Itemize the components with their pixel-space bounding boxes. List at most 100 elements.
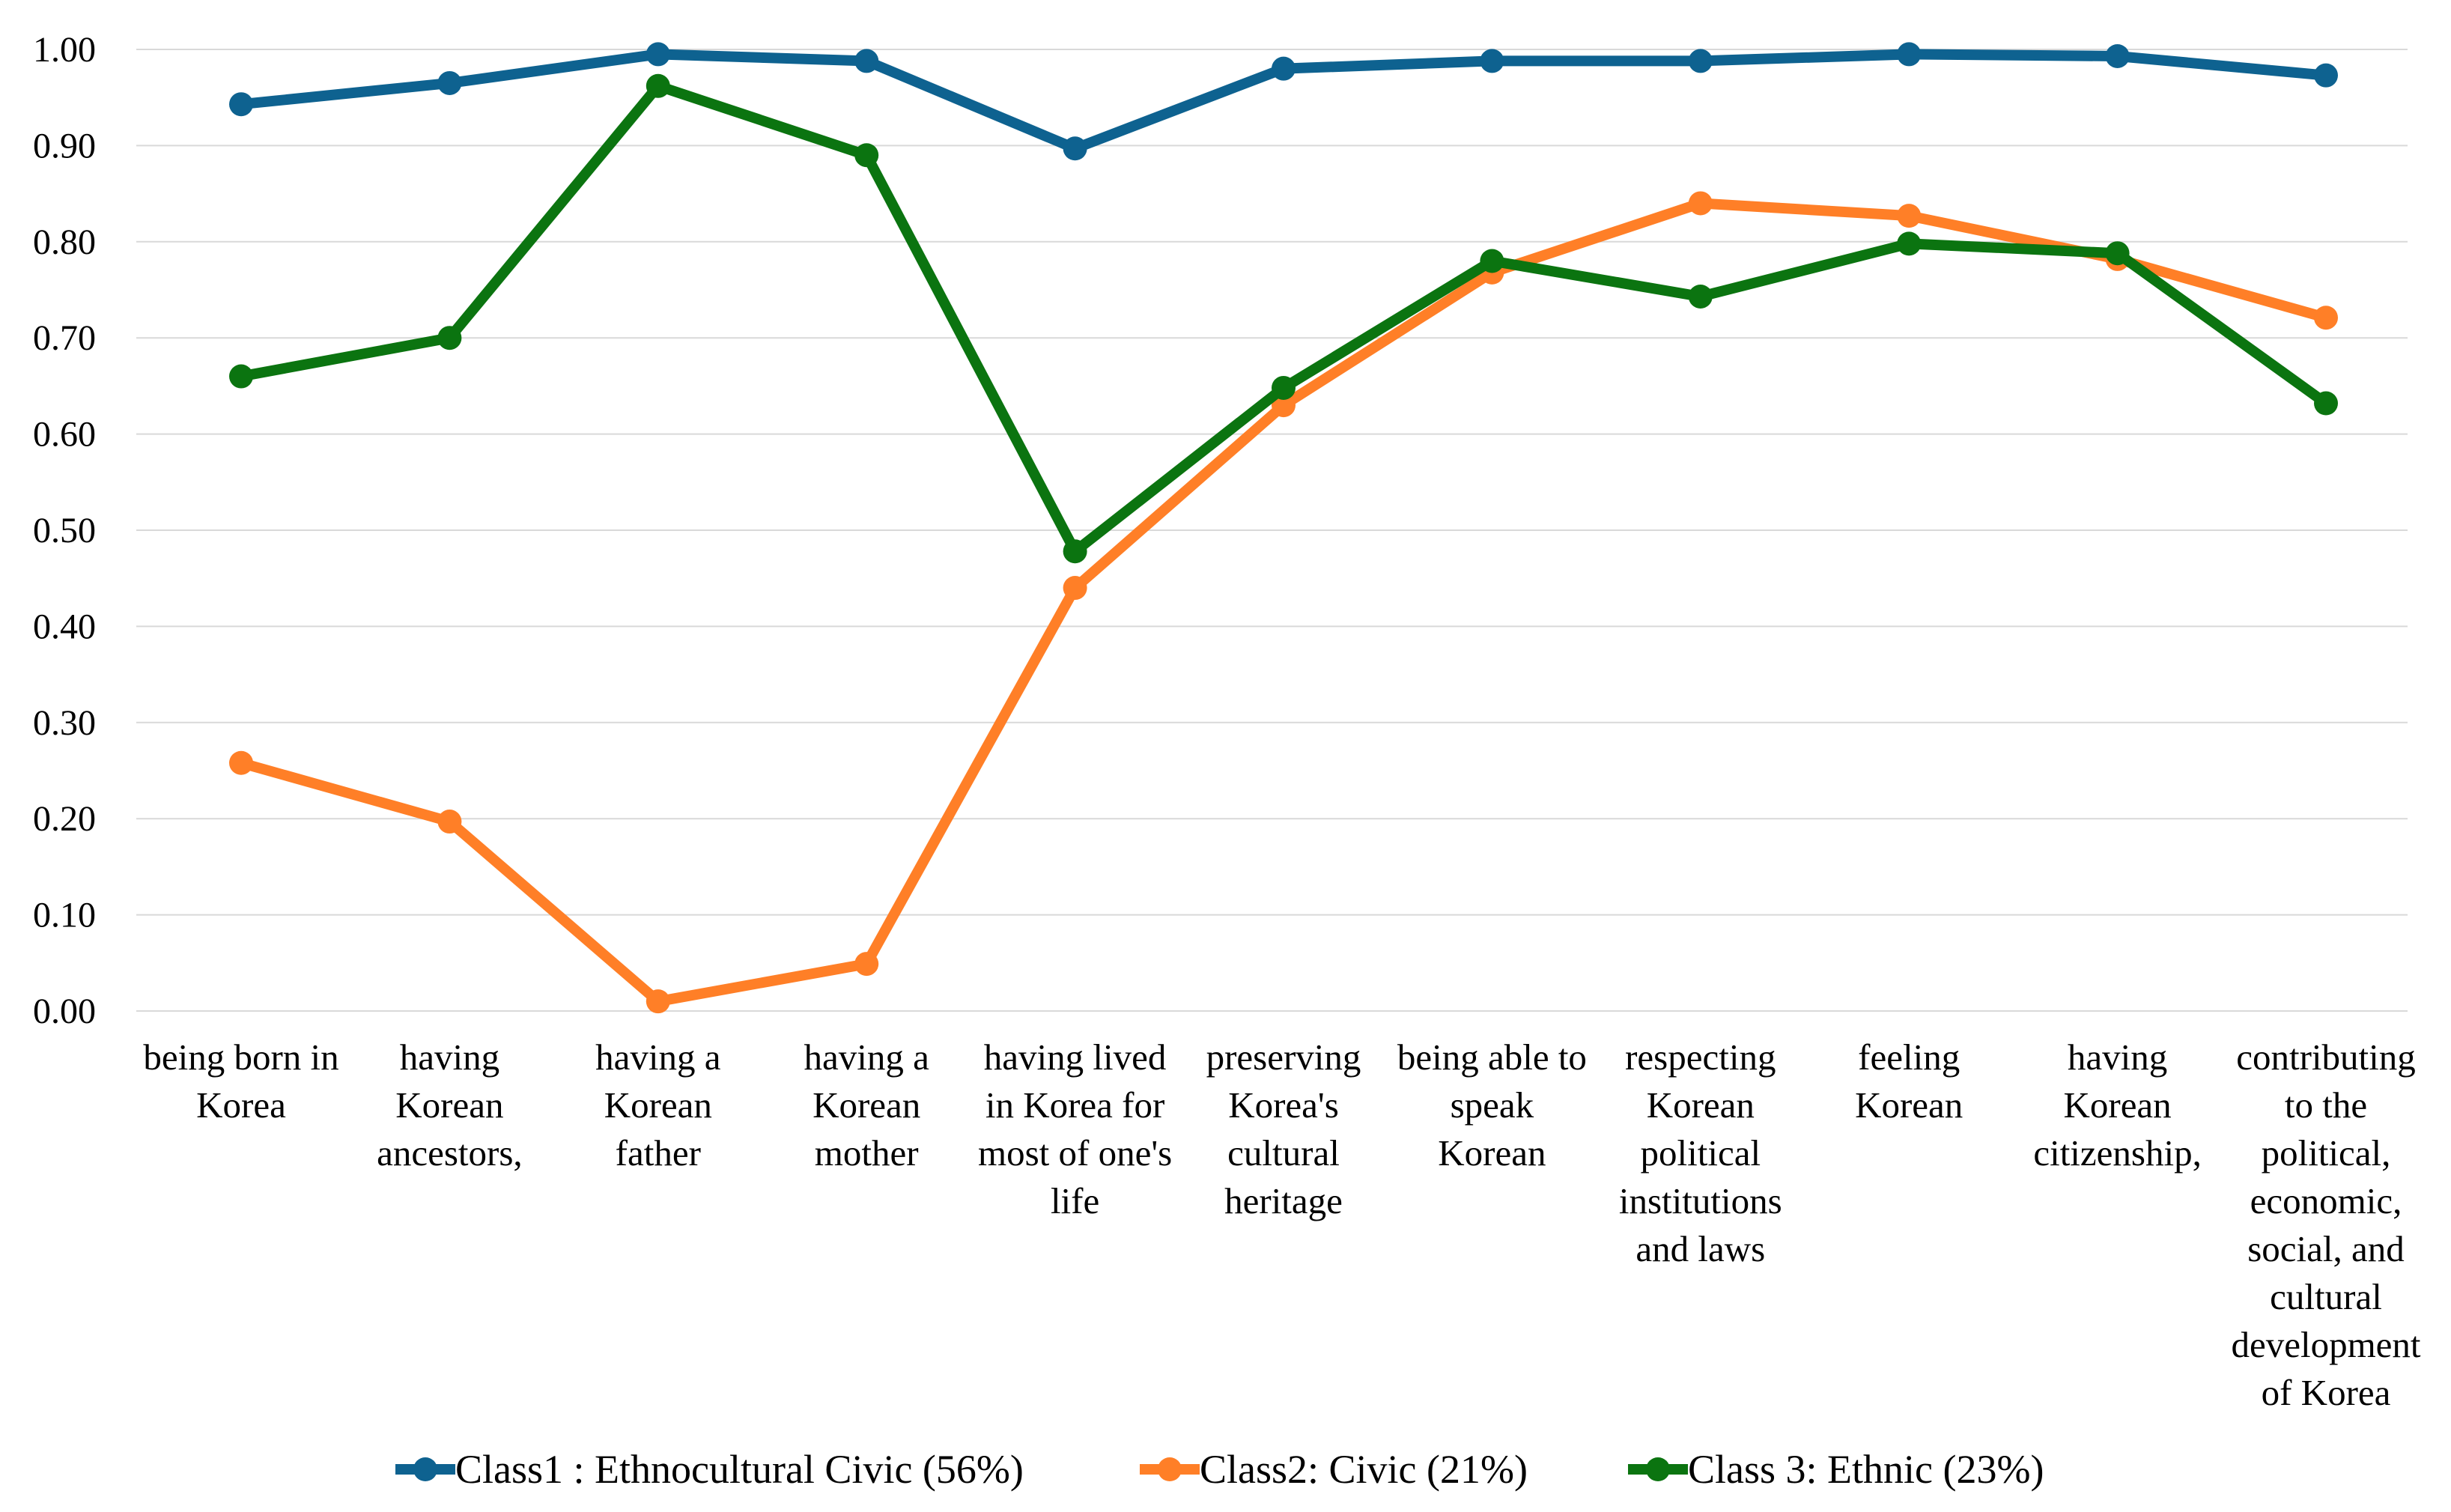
data-point [1063,539,1087,564]
series-lines [229,42,2338,1014]
x-tick-label-line: institutions [1619,1180,1782,1221]
x-tick-label-line: political, [2262,1132,2391,1174]
y-axis-ticks: 0.00 0.10 0.20 0.30 0.40 0.50 0.60 0.70 0.80 0.90… [33,30,96,1031]
y-tick-label: 1.00 [33,30,96,70]
legend: Class1 : Ethnocultural Civic (56%) Class2… [395,1447,2044,1492]
x-tick-label-line: contributing [2236,1036,2416,1078]
data-point [2314,306,2338,330]
x-tick-label: being able to speak Korean [1397,1036,1587,1174]
x-tick-label-line: Korean [1855,1084,1963,1126]
x-tick-label: having a Korean father [595,1036,721,1174]
data-point [854,49,879,73]
x-axis-ticks: being born in Korea having Korean ancestors,… [143,1036,2421,1413]
x-tick-label-line: father [616,1132,701,1174]
data-point [229,364,253,389]
y-tick-label: 0.00 [33,992,96,1031]
x-tick-label-line: Korea's [1228,1084,1339,1126]
data-point [1272,56,1296,81]
x-tick-label-line: in Korea for [985,1084,1164,1126]
x-tick-label-line: being born in [143,1036,338,1078]
x-tick-label-line: Korean [1438,1132,1546,1174]
x-tick-label: contributing to the political, economic, soc… [2231,1036,2420,1413]
x-tick-label-line: ancestors, [377,1132,523,1174]
x-tick-label-line: heritage [1224,1180,1343,1221]
x-tick-label-line: economic, [2250,1180,2402,1221]
series-1 [229,42,2338,161]
y-tick-label: 0.80 [33,222,96,262]
x-tick-label-line: having a [804,1036,930,1078]
x-tick-label-line: cultural [1227,1132,1340,1174]
x-tick-label-line: cultural [2270,1276,2382,1317]
x-tick-label: having a Korean mother [804,1036,930,1174]
x-tick-label-line: feeling [1858,1036,1960,1078]
series-line [236,198,2331,1007]
x-tick-label-line: being able to [1397,1036,1587,1078]
x-tick-label-line: and laws [1635,1228,1765,1269]
y-tick-label: 0.10 [33,896,96,935]
x-tick-label: respecting Korean political institutions and… [1619,1036,1782,1269]
data-point [1480,249,1504,273]
x-tick-label: preserving Korea's cultural heritage [1206,1036,1361,1221]
y-tick-label: 0.30 [33,703,96,743]
data-point [1897,204,1922,228]
y-tick-label: 0.90 [33,126,96,166]
gridlines [136,49,2408,1012]
data-point [1688,49,1713,73]
x-tick-label-line: mother [815,1132,919,1174]
x-tick-label-line: speak [1451,1084,1534,1126]
x-tick-label-line: Korea [196,1084,286,1126]
data-point [1897,42,1922,67]
x-tick-label: being born in Korea [143,1036,338,1126]
legend-label: Class 3: Ethnic (23%) [1688,1447,2044,1492]
data-point [1688,191,1713,216]
y-tick-label: 0.40 [33,607,96,646]
data-point [1063,576,1087,601]
y-tick-label: 0.50 [33,511,96,550]
data-point [1688,284,1713,309]
x-tick-label-line: life [1051,1180,1099,1221]
x-tick-label: having Korean citizenship, [2033,1036,2202,1174]
data-point [229,92,253,117]
x-tick-label-line: social, and [2247,1228,2405,1269]
legend-marker-swatch [1646,1457,1670,1481]
x-tick-label-line: citizenship, [2033,1132,2202,1174]
data-point [646,989,670,1014]
data-point [854,952,879,977]
legend-item: Class2: Civic (21%) [1140,1447,1528,1492]
data-point [1897,231,1922,256]
x-tick-label-line: of Korea [2262,1372,2391,1413]
x-tick-label-line: having [2068,1036,2167,1078]
legend-item: Class 3: Ethnic (23%) [1628,1447,2044,1492]
legend-label: Class2: Civic (21%) [1200,1447,1528,1492]
x-tick-label-line: Korean [395,1084,503,1126]
data-point [646,73,670,98]
series-line [236,80,2331,557]
x-tick-label-line: Korean [604,1084,712,1126]
legend-label: Class1 : Ethnocultural Civic (56%) [455,1447,1024,1492]
x-tick-label: feeling Korean [1855,1036,1963,1126]
y-tick-label: 0.70 [33,318,96,358]
data-point [229,750,253,775]
x-tick-label-line: to the [2285,1084,2367,1126]
data-point [437,70,462,95]
x-tick-label-line: Korean [813,1084,920,1126]
series-3 [229,73,2338,564]
data-point [1272,375,1296,400]
x-tick-label-line: Korean [1647,1084,1755,1126]
data-point [2314,63,2338,88]
x-tick-label-line: most of one's [978,1132,1172,1174]
x-tick-label-line: having lived [984,1036,1167,1078]
x-tick-label: having lived in Korea for most of one's lif… [978,1036,1172,1221]
y-tick-label: 0.60 [33,415,96,455]
data-point [854,143,879,168]
legend-item: Class1 : Ethnocultural Civic (56%) [395,1447,1024,1492]
data-point [2105,43,2130,68]
x-tick-label-line: having a [595,1036,721,1078]
y-tick-label: 0.20 [33,799,96,839]
data-point [437,326,462,350]
x-tick-label-line: respecting [1625,1036,1776,1078]
data-point [1480,49,1504,73]
x-tick-label-line: Korean [2063,1084,2171,1126]
legend-marker-swatch [1158,1457,1182,1481]
